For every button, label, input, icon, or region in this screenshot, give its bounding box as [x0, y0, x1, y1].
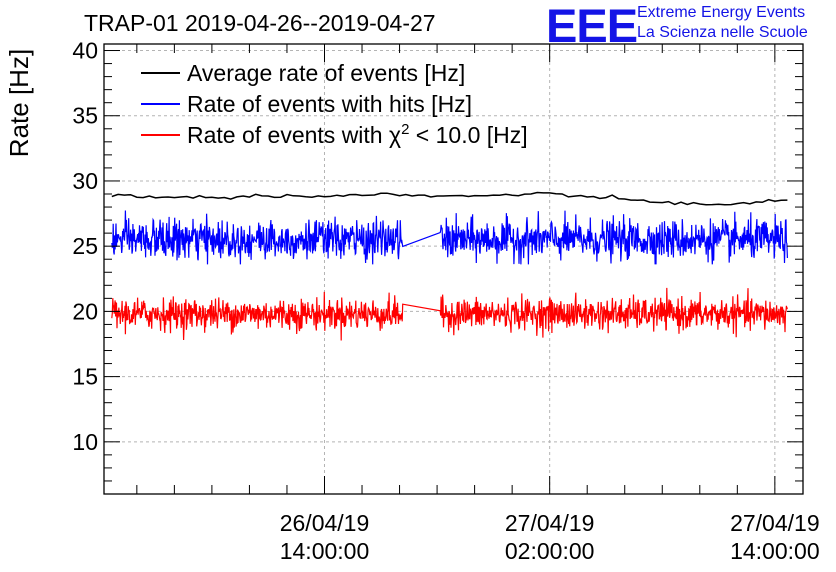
logo-caption-line1: Extreme Energy Events	[637, 4, 806, 21]
series-line-2	[111, 210, 788, 265]
plot-frame-rect	[103, 43, 804, 495]
x-tick-labels: 26/04/1914:00:0027/04/1902:00:0027/04/19…	[280, 510, 820, 564]
y-tick-label: 25	[72, 233, 98, 259]
y-tick-label: 20	[72, 298, 98, 324]
y-tick-label: 15	[72, 364, 98, 390]
y-tick-labels: 10 15 20 25 30 35 40	[72, 38, 98, 455]
legend-label: Average rate of events [Hz]	[187, 60, 465, 86]
plot-frame	[103, 43, 804, 495]
y-tick-label: 35	[72, 103, 98, 129]
y-axis-label: Rate [Hz]	[4, 49, 34, 157]
series-layer	[111, 191, 788, 341]
logo-caption-line2: La Scienza nelle Scuole	[637, 24, 808, 41]
legend: Average rate of events [Hz] Rate of event…	[141, 60, 528, 148]
legend-label: Rate of events with hits [Hz]	[187, 91, 472, 117]
legend-label: Rate of events with χ2 < 10.0 [Hz]	[187, 121, 528, 148]
y-tick-label: 40	[72, 38, 98, 64]
x-tick-label-time: 14:00:00	[280, 538, 370, 564]
x-tick-label-time: 14:00:00	[730, 538, 820, 564]
series-line-3	[111, 287, 788, 341]
axis-ticks	[104, 44, 803, 495]
y-tick-label: 30	[72, 168, 98, 194]
x-tick-label-time: 02:00:00	[505, 538, 595, 564]
y-tick-label: 10	[72, 429, 98, 455]
series-line-1	[111, 191, 788, 206]
x-tick-label-date: 26/04/19	[280, 510, 370, 536]
x-tick-label-date: 27/04/19	[730, 510, 820, 536]
eee-logo: EEE	[546, 0, 638, 52]
chart-title: TRAP-01 2019-04-26--2019-04-27	[84, 10, 436, 36]
x-tick-label-date: 27/04/19	[505, 510, 595, 536]
